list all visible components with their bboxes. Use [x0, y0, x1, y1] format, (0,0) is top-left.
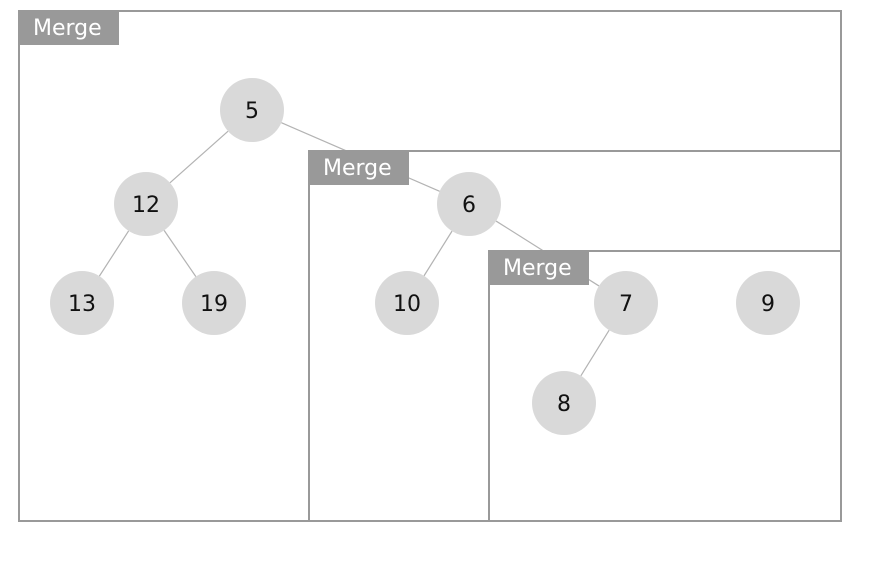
node-value: 9: [761, 292, 775, 317]
merge-tab-inner: [489, 251, 589, 285]
tree-edge-n12-n13: [98, 230, 130, 277]
node-value: 6: [462, 193, 476, 218]
node-circle: [375, 271, 439, 335]
tree-node-8: 8: [532, 371, 596, 435]
node-circle: [50, 271, 114, 335]
tree-edge-n5-n12: [169, 130, 229, 184]
nodes-layer: 5 12 13 19 6 10: [50, 78, 800, 435]
node-circle: [594, 271, 658, 335]
tree-node-6: 6: [437, 172, 501, 236]
merge-tab-inner-label: Merge: [503, 256, 572, 281]
node-circle: [736, 271, 800, 335]
node-value: 8: [557, 392, 571, 417]
merge-box-middle: Merge: [308, 150, 842, 522]
tree-node-5: 5: [220, 78, 284, 142]
tree-node-10: 10: [375, 271, 439, 335]
node-value: 13: [68, 292, 96, 317]
node-circle: [114, 172, 178, 236]
tree-node-12: 12: [114, 172, 178, 236]
node-value: 10: [393, 292, 421, 317]
merge-box-middle-frame: [308, 150, 842, 522]
node-value: 7: [619, 292, 633, 317]
merge-tab-outer: [19, 11, 119, 45]
node-circle: [182, 271, 246, 335]
merge-tab-outer-label: Merge: [33, 16, 102, 41]
merge-tab-middle-label: Merge: [323, 156, 392, 181]
tree-node-7: 7: [594, 271, 658, 335]
tree-edge-n12-n19: [163, 230, 197, 277]
node-circle: [437, 172, 501, 236]
tree-node-13: 13: [50, 271, 114, 335]
tree-edge-n7-n8: [580, 329, 610, 377]
tree-edge-n6-n10: [423, 230, 453, 277]
merge-box-inner: Merge: [488, 250, 842, 522]
tree-node-9: 9: [736, 271, 800, 335]
merge-box-outer: Merge: [18, 10, 842, 522]
node-value: 19: [200, 292, 228, 317]
tree-node-19: 19: [182, 271, 246, 335]
merge-box-inner-frame: [488, 250, 842, 522]
node-circle: [532, 371, 596, 435]
node-value: 12: [132, 193, 160, 218]
node-value: 5: [245, 99, 259, 124]
merge-tab-middle: [309, 151, 409, 185]
node-circle: [220, 78, 284, 142]
